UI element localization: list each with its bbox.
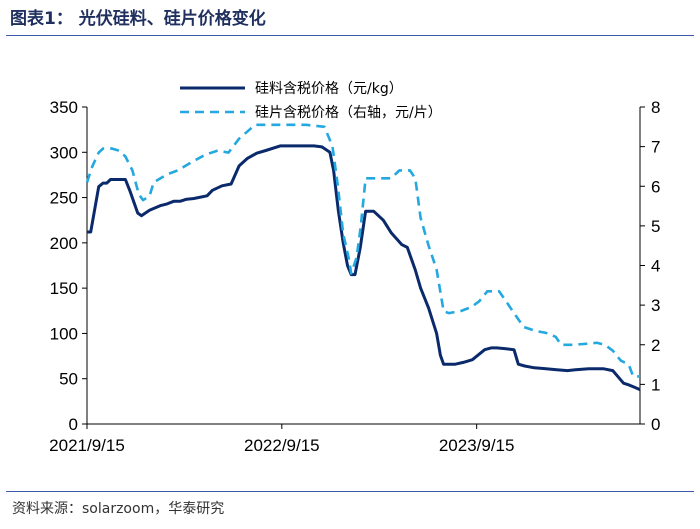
x-tick-label: 2022/9/15 xyxy=(244,436,320,455)
legend-label-1: 硅料含税价格（元/kg） xyxy=(255,81,403,97)
x-tick-label: 2023/9/15 xyxy=(439,436,515,455)
left-y-tick-label: 100 xyxy=(50,324,78,343)
series-line-2 xyxy=(85,123,640,378)
right-y-tick-label: 2 xyxy=(651,336,660,355)
left-y-tick-label: 200 xyxy=(50,234,78,253)
source-rule xyxy=(6,491,694,492)
figure-title: 图表1： 光伏硅料、硅片价格变化 xyxy=(10,9,266,29)
series-layer xyxy=(85,123,641,391)
left-y-tick-label: 150 xyxy=(50,279,78,298)
axes-layer: 0 50 100 150 200 250 300 350 0 1 2 3 4 5 6 7 8 2021/9/15 2… xyxy=(49,98,660,455)
left-y-tick-label: 50 xyxy=(59,370,78,389)
right-y-tick-label: 7 xyxy=(651,138,660,157)
right-y-tick-label: 6 xyxy=(651,177,660,196)
left-y-tick-label: 350 xyxy=(50,98,78,117)
right-y-tick-label: 4 xyxy=(651,257,660,276)
left-y-tick-label: 300 xyxy=(50,143,78,162)
right-y-tick-label: 8 xyxy=(651,98,660,117)
legend-label-2: 硅片含税价格（右轴，元/片） xyxy=(255,105,442,121)
legend: 硅料含税价格（元/kg） 硅片含税价格（右轴，元/片） xyxy=(180,81,442,121)
right-y-tick-label: 1 xyxy=(651,375,660,394)
title-rule xyxy=(6,35,694,36)
left-y-tick-label: 0 xyxy=(69,415,78,434)
source-note: 资料来源：solarzoom，华泰研究 xyxy=(12,501,225,517)
x-tick-label: 2021/9/15 xyxy=(49,436,125,455)
series-line-1 xyxy=(87,144,641,391)
right-y-tick-label: 3 xyxy=(651,296,660,315)
left-y-tick-label: 250 xyxy=(50,189,78,208)
right-y-tick-label: 0 xyxy=(651,415,660,434)
right-y-tick-label: 5 xyxy=(651,217,660,236)
